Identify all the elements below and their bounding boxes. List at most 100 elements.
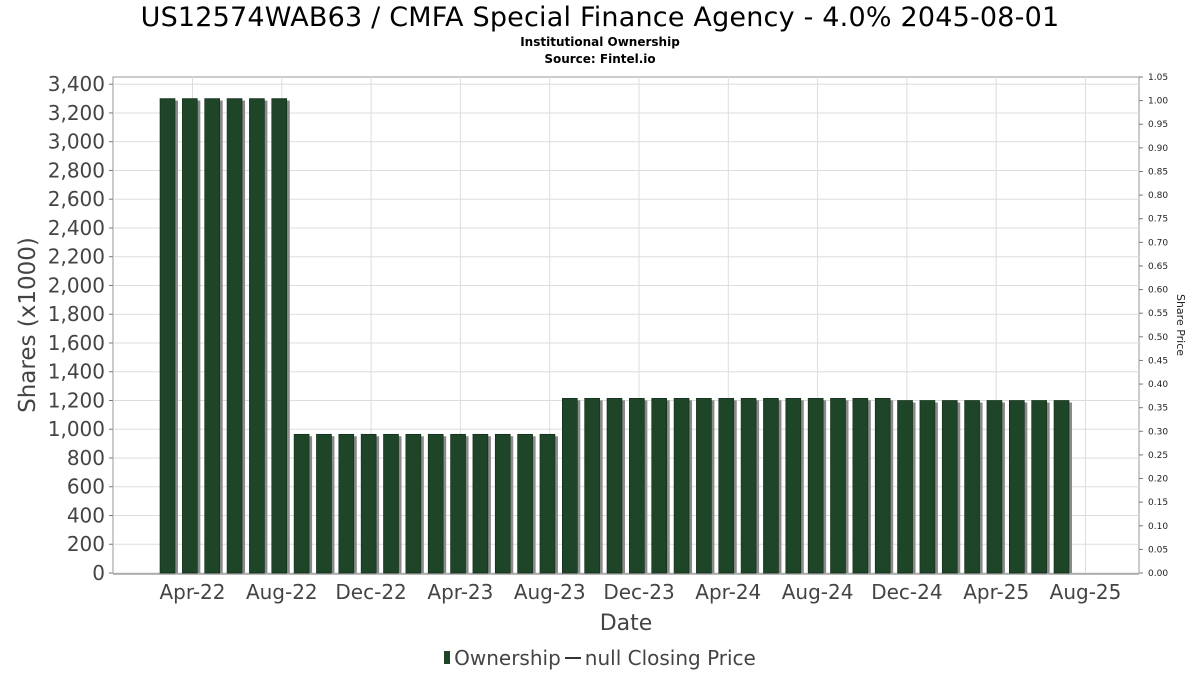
y2-tick-label: 0.65 [1148,262,1168,272]
y2-tick-label: 0.55 [1148,309,1168,319]
ownership-bar [383,433,399,574]
ownership-bar [1031,400,1047,574]
x-axis-title: Date [600,611,653,636]
ownership-bar [830,398,846,574]
ownership-bar [338,433,355,574]
y-tick-label: 2,000 [48,273,105,297]
y2-tick-label: 0.35 [1148,404,1168,414]
y2-tick-label: 0.95 [1148,120,1168,130]
ownership-bar [159,98,176,574]
ownership-bar [852,398,869,574]
y2-tick-label: 0.05 [1148,545,1168,555]
ownership-bar [986,400,1003,574]
y2-tick-label: 0.80 [1148,191,1168,201]
ownership-bar [249,98,265,574]
ownership-bar [919,400,936,574]
y2-tick-label: 0.45 [1148,356,1168,366]
ownership-bar [673,398,690,574]
ownership-bar [271,98,288,574]
x-tick-label: Dec-24 [871,580,942,604]
ownership-bar [606,398,623,574]
ownership-bar [450,433,466,574]
y2-tick-label: 0.85 [1148,167,1168,177]
y-tick-label: 2,600 [48,187,105,211]
ownership-bar [517,433,533,574]
ownership-bar [204,98,220,574]
y-tick-label: 1,200 [48,388,105,412]
y-tick-label: 1,800 [48,302,105,326]
ownership-legend-icon [444,651,451,664]
ownership-bar [651,398,668,574]
chart-subtitle: Institutional Ownership [520,35,680,49]
y-tick-label: 1,000 [48,417,105,441]
y-tick-label: 2,800 [48,158,105,182]
y2-tick-label: 0.70 [1148,238,1168,248]
ownership-bar [941,400,958,574]
ownership-bar [494,433,511,574]
legend-price-label: null Closing Price [584,646,756,670]
y-tick-label: 800 [67,446,105,470]
y2-tick-label: 0.40 [1148,380,1168,390]
y-tick-label: 0 [92,561,105,585]
ownership-bar [405,433,422,574]
ownership-bar [897,400,913,574]
x-tick-label: Apr-22 [160,580,226,604]
y2-tick-label: 1.05 [1148,73,1168,83]
x-tick-label: Aug-25 [1050,580,1122,604]
ownership-bar [696,398,712,574]
ownership-bar [807,398,824,574]
y-tick-label: 600 [67,475,105,499]
y-tick-label: 3,000 [48,130,105,154]
y-tick-label: 400 [67,503,105,527]
chart-source: Source: Fintel.io [544,52,656,66]
ownership-bar [539,433,556,574]
x-tick-label: Apr-25 [963,580,1029,604]
y-tick-label: 1,400 [48,360,105,384]
ownership-bar [293,433,310,574]
y2-tick-label: 0.20 [1148,475,1168,485]
price-legend-icon [564,656,581,659]
y-tick-label: 2,200 [48,245,105,269]
ownership-bar [182,98,198,574]
x-tick-label: Aug-24 [782,580,854,604]
ownership-bar [584,398,600,574]
x-tick-label: Aug-23 [514,580,586,604]
y-axis-title: Shares (x1000) [15,237,41,413]
ownership-bar [763,398,779,574]
ownership-bar [964,400,980,574]
y-tick-label: 200 [67,532,105,556]
ownership-bar [785,398,802,574]
ownership-bar [740,398,757,574]
ownership-bar [1053,400,1070,574]
x-tick-label: Dec-23 [603,580,674,604]
ownership-bar [472,433,489,574]
y2-tick-label: 0.30 [1148,427,1168,437]
ownership-bar [316,433,332,574]
ownership-bar [427,433,444,574]
y2-axis-title: Share Price [1174,294,1187,356]
ownership-bar [561,398,578,574]
y-tick-label: 2,400 [48,216,105,240]
y2-tick-label: 0.50 [1148,333,1168,343]
x-tick-label: Apr-23 [427,580,493,604]
ownership-bar [226,98,243,574]
chart-title: US12574WAB63 / CMFA Special Finance Agen… [140,2,1060,33]
y2-tick-label: 0.15 [1148,498,1168,508]
x-tick-label: Aug-22 [246,580,318,604]
y2-tick-label: 1.00 [1148,97,1168,107]
ownership-bar [1008,400,1025,574]
ownership-bar [874,398,891,574]
y-tick-label: 3,400 [48,72,105,96]
y2-tick-label: 0.75 [1148,215,1168,225]
y2-tick-label: 0.25 [1148,451,1168,461]
ownership-bar [629,398,645,574]
y2-tick-label: 0.10 [1148,522,1168,532]
x-tick-label: Dec-22 [335,580,406,604]
y-tick-label: 1,600 [48,331,105,355]
x-tick-label: Apr-24 [695,580,761,604]
y2-tick-label: 0.00 [1148,569,1168,579]
y2-tick-label: 0.60 [1148,286,1168,296]
ownership-bar [360,433,377,574]
chart-legend: Ownership null Closing Price [0,646,1200,670]
